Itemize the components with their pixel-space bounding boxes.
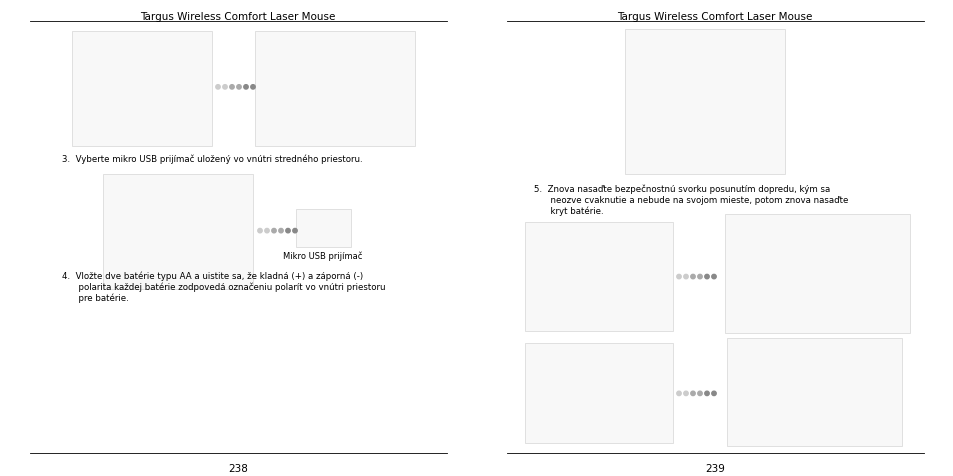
Text: Targus Wireless Comfort Laser Mouse: Targus Wireless Comfort Laser Mouse (617, 12, 812, 22)
Text: 238: 238 (228, 463, 248, 473)
Circle shape (697, 391, 701, 396)
Circle shape (704, 391, 708, 396)
FancyBboxPatch shape (524, 344, 672, 443)
Circle shape (251, 86, 255, 90)
Circle shape (236, 86, 241, 90)
Text: Targus Wireless Comfort Laser Mouse: Targus Wireless Comfort Laser Mouse (140, 12, 335, 22)
Circle shape (278, 229, 283, 233)
FancyBboxPatch shape (524, 222, 672, 332)
Text: 5.  Znova nasaďte bezpečnostnú svorku posunutím dopredu, kým sa: 5. Znova nasaďte bezpečnostnú svorku pos… (534, 184, 829, 194)
Circle shape (690, 275, 695, 279)
Circle shape (265, 229, 269, 233)
FancyBboxPatch shape (624, 30, 784, 174)
Circle shape (697, 275, 701, 279)
Circle shape (711, 275, 716, 279)
Text: 239: 239 (704, 463, 724, 473)
Circle shape (676, 391, 680, 396)
Circle shape (244, 86, 248, 90)
FancyBboxPatch shape (71, 32, 212, 147)
Text: 4.  Vložte dve batérie typu AA a uistite sa, že kladná (+) a záporná (-): 4. Vložte dve batérie typu AA a uistite … (62, 271, 363, 280)
FancyBboxPatch shape (724, 214, 909, 334)
Circle shape (683, 275, 687, 279)
Circle shape (272, 229, 276, 233)
Text: Mikro USB prijímač: Mikro USB prijímač (283, 251, 362, 260)
Text: polarita každej batérie zodpovedá označeniu polarít vo vnútri priestoru: polarita každej batérie zodpovedá označe… (62, 282, 385, 291)
FancyBboxPatch shape (295, 209, 351, 247)
FancyBboxPatch shape (103, 174, 253, 289)
Text: pre batérie.: pre batérie. (62, 293, 129, 302)
Circle shape (683, 391, 687, 396)
FancyBboxPatch shape (726, 339, 901, 446)
Text: kryt batérie.: kryt batérie. (534, 206, 603, 216)
Circle shape (257, 229, 262, 233)
Text: neozve cvaknutie a nebude na svojom mieste, potom znova nasaďte: neozve cvaknutie a nebude na svojom mies… (534, 195, 847, 204)
Circle shape (711, 391, 716, 396)
Circle shape (293, 229, 297, 233)
Circle shape (223, 86, 227, 90)
Text: 3.  Vyberte mikro USB prijímač uložený vo vnútri stredného priestoru.: 3. Vyberte mikro USB prijímač uložený vo… (62, 154, 362, 164)
FancyBboxPatch shape (254, 32, 415, 147)
Circle shape (690, 391, 695, 396)
Circle shape (704, 275, 708, 279)
Circle shape (215, 86, 220, 90)
Circle shape (230, 86, 233, 90)
Circle shape (286, 229, 290, 233)
Circle shape (676, 275, 680, 279)
